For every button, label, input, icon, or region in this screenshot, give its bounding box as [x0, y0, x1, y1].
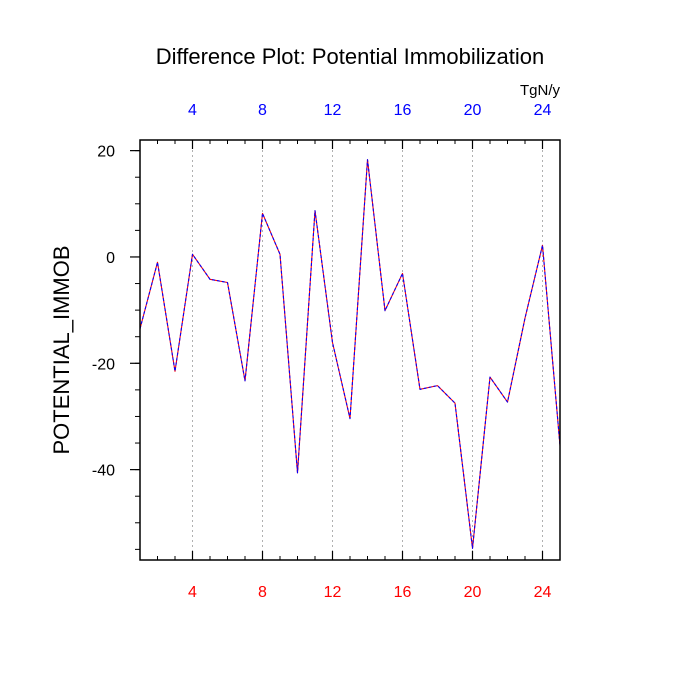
x-tick-label-bottom: 12: [324, 584, 342, 601]
y-tick-label: 0: [106, 250, 115, 267]
x-tick-label-bottom: 16: [394, 584, 412, 601]
x-tick-label-top: 8: [258, 102, 267, 119]
tick-marks: [130, 140, 561, 560]
x-tick-label-top: 12: [324, 102, 342, 119]
x-tick-label-bottom: 4: [188, 584, 197, 601]
series-line-blue: [139, 159, 561, 549]
x-tick-label-top: 4: [188, 102, 197, 119]
data-series: [139, 159, 561, 549]
x-tick-label-top: 20: [464, 102, 482, 119]
y-axis-label: POTENTIAL_IMMOB: [49, 245, 74, 454]
x-tick-label-top: 24: [534, 102, 552, 119]
gridlines: [192, 140, 543, 560]
y-tick-label: -40: [92, 463, 115, 480]
series-line-red: [139, 159, 561, 549]
x-tick-label-top: 16: [394, 102, 412, 119]
tick-labels: 4 8 12 16 20 24 4 8 12 16 20 24 20 0 -20 -40: [92, 102, 552, 601]
x-tick-label-bottom: 20: [464, 584, 482, 601]
x-tick-label-bottom: 24: [534, 584, 552, 601]
plot-frame: [139, 139, 561, 561]
y-tick-label: 20: [97, 144, 115, 161]
chart-title: Difference Plot: Potential Immobilizatio…: [156, 44, 544, 69]
units-label: TgN/y: [520, 82, 561, 99]
y-tick-label: -20: [92, 356, 115, 373]
x-tick-label-bottom: 8: [258, 584, 267, 601]
